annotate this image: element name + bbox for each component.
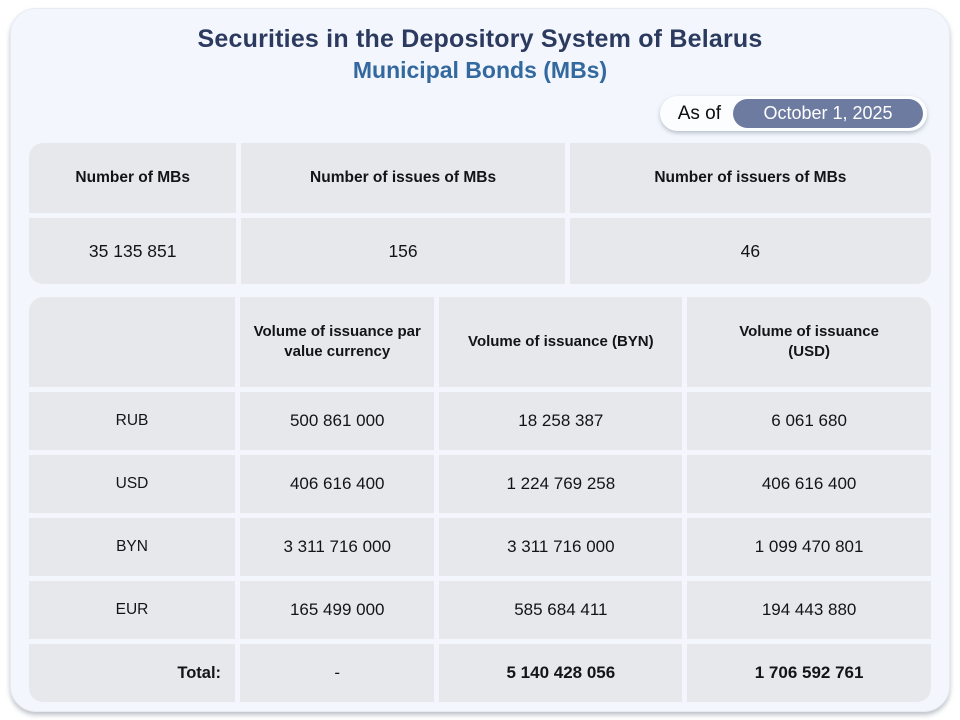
rub-byn-value: 18 258 387	[439, 392, 683, 450]
volume-table: Volume of issuance par value currency Vo…	[29, 297, 931, 702]
summary-header-number-of-mbs: Number of MBs	[29, 143, 237, 213]
summary-header-number-of-issues: Number of issues of MBs	[241, 143, 565, 213]
eur-byn-value: 585 684 411	[439, 581, 683, 639]
byn-usd-value: 1 099 470 801	[687, 518, 931, 576]
volume-header-empty	[29, 297, 236, 387]
currency-label-byn: BYN	[29, 518, 236, 576]
volume-header-par-value: Volume of issuance par value currency	[240, 297, 435, 387]
byn-par-value: 3 311 716 000	[240, 518, 435, 576]
volume-header-byn: Volume of issuance (BYN)	[439, 297, 683, 387]
rub-par-value: 500 861 000	[240, 392, 435, 450]
as-of-date-badge[interactable]: October 1, 2025	[733, 99, 923, 128]
total-label: Total:	[29, 644, 236, 702]
currency-label-usd: USD	[29, 455, 236, 513]
rub-usd-value: 6 061 680	[687, 392, 931, 450]
total-byn-value: 5 140 428 056	[439, 644, 683, 702]
currency-label-rub: RUB	[29, 392, 236, 450]
report-card: Securities in the Depository System of B…	[10, 8, 950, 712]
eur-par-value: 165 499 000	[240, 581, 435, 639]
summary-table: Number of MBs Number of issues of MBs Nu…	[29, 143, 931, 284]
summary-value-number-of-issuers: 46	[569, 218, 931, 284]
total-par-value: -	[240, 644, 435, 702]
as-of-label: As of	[677, 102, 721, 124]
summary-header-number-of-issuers: Number of issuers of MBs	[569, 143, 931, 213]
as-of-control: As of October 1, 2025	[659, 96, 927, 131]
page-title: Securities in the Depository System of B…	[197, 25, 763, 53]
usd-usd-value: 406 616 400	[687, 455, 931, 513]
eur-usd-value: 194 443 880	[687, 581, 931, 639]
usd-par-value: 406 616 400	[240, 455, 435, 513]
summary-value-number-of-issues: 156	[241, 218, 565, 284]
page-subtitle: Municipal Bonds (MBs)	[352, 57, 608, 83]
total-usd-value: 1 706 592 761	[687, 644, 931, 702]
as-of-row: As of October 1, 2025	[29, 96, 927, 131]
volume-header-usd: Volume of issuance (USD)	[687, 297, 931, 387]
currency-label-eur: EUR	[29, 581, 236, 639]
byn-byn-value: 3 311 716 000	[439, 518, 683, 576]
summary-value-number-of-mbs: 35 135 851	[29, 218, 237, 284]
usd-byn-value: 1 224 769 258	[439, 455, 683, 513]
